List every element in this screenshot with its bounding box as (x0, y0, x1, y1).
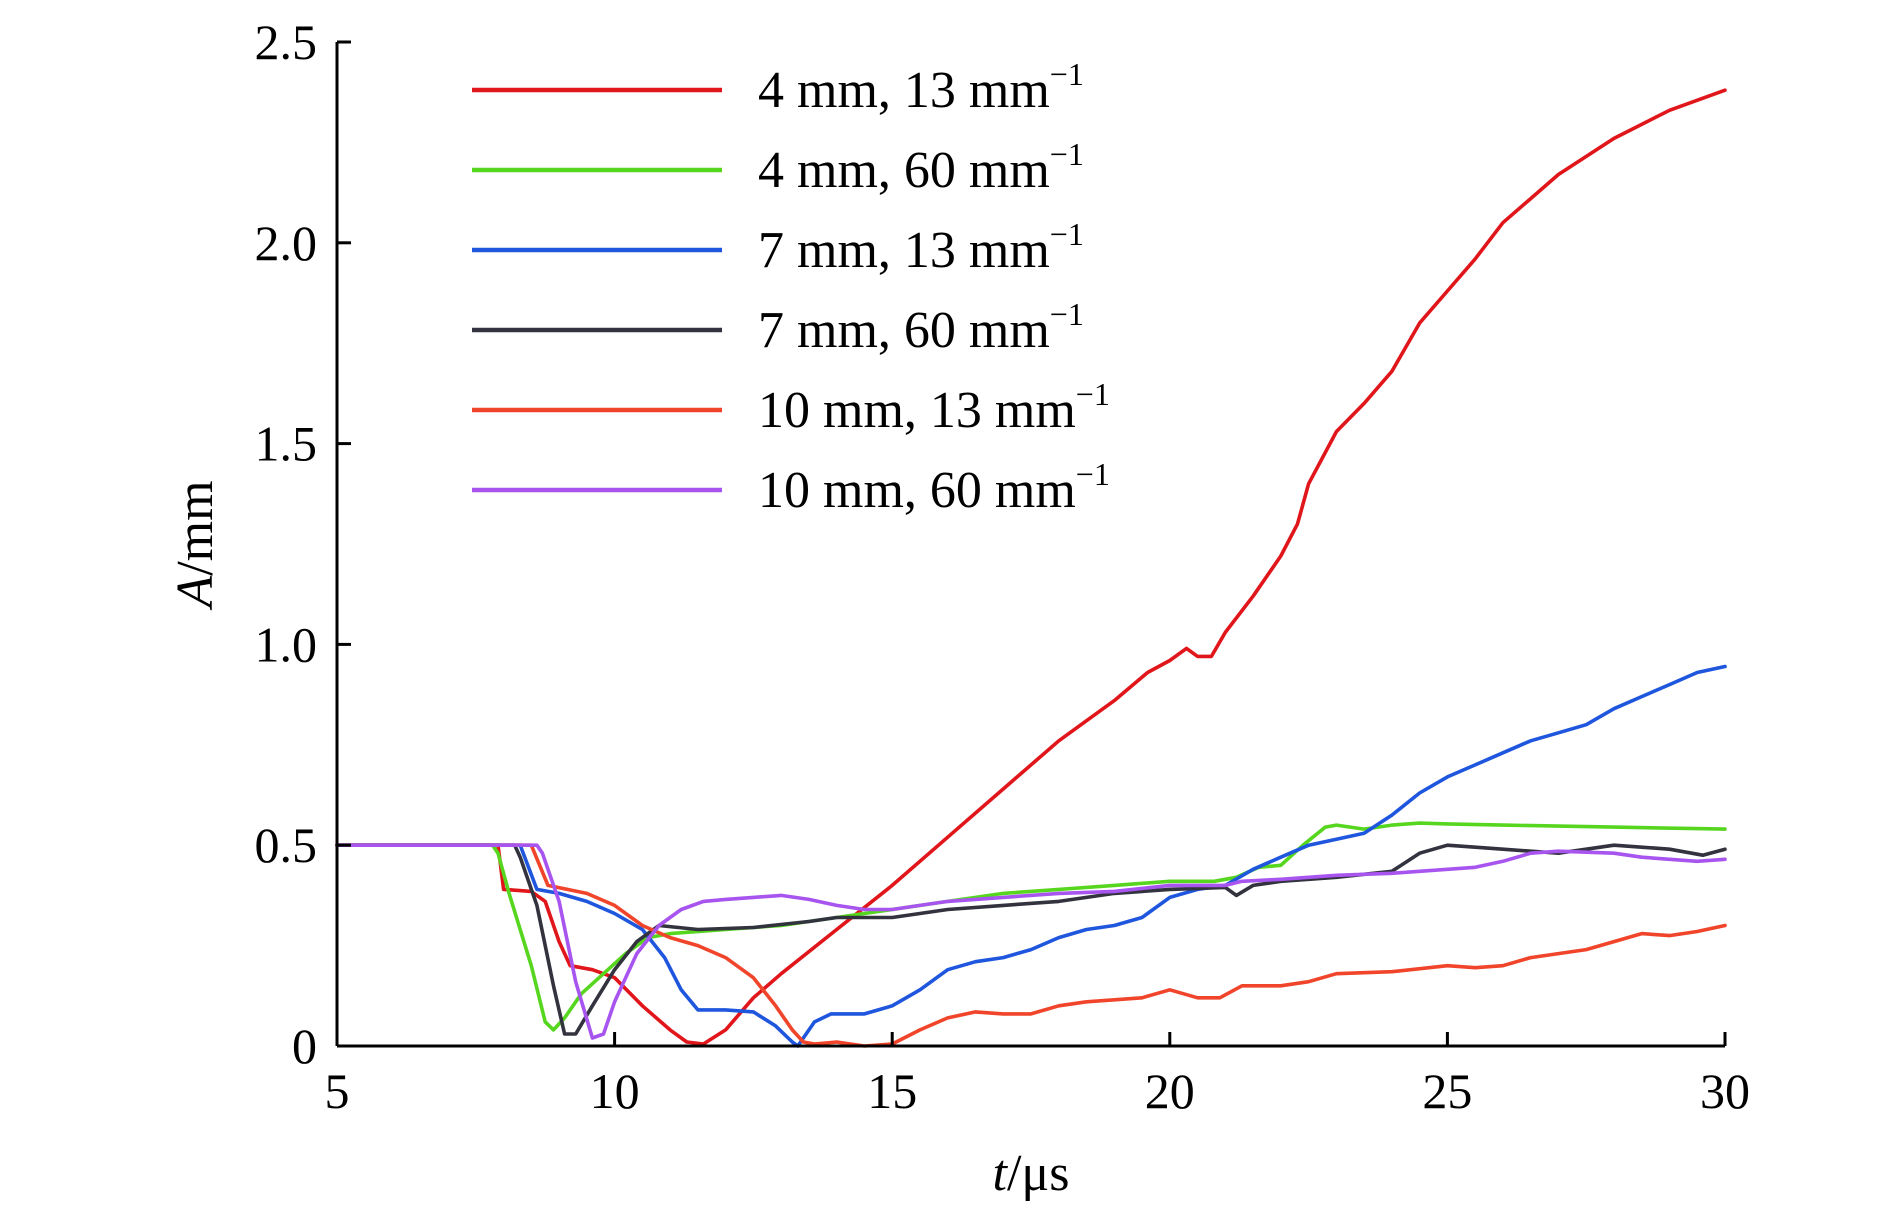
x-tick-label: 10 (590, 1063, 640, 1119)
legend-label: 10 mm, 60 mm−1 (758, 456, 1110, 519)
series-line (335, 843, 1727, 1048)
legend-label: 10 mm, 13 mm−1 (758, 376, 1110, 439)
y-tick-label: 2.5 (255, 14, 318, 70)
series-line (335, 88, 1727, 1046)
legend-label: 7 mm, 60 mm−1 (758, 296, 1084, 359)
y-tick-label: 1.5 (255, 416, 318, 472)
x-tick-label: 15 (867, 1063, 917, 1119)
x-axis-label: t/μs (992, 1145, 1069, 1202)
y-ticks: 0 0.5 1.0 1.5 2.0 2.5 (255, 14, 351, 1074)
y-axis-label: A/mm (167, 480, 224, 610)
y-tick-label: 1.0 (255, 616, 318, 672)
y-tick-label: 0 (292, 1018, 317, 1074)
series-line (335, 821, 1727, 1032)
series-line (335, 843, 1727, 1036)
legend-label: 7 mm, 13 mm−1 (758, 216, 1084, 279)
x-tick-label: 25 (1422, 1063, 1472, 1119)
legend: 4 mm, 13 mm−1 4 mm, 60 mm−1 7 mm, 13 mm−1 7… (472, 56, 1110, 519)
legend-label: 4 mm, 60 mm−1 (758, 136, 1084, 199)
x-ticks: 5 10 15 20 25 30 (325, 1032, 1750, 1119)
axes (335, 42, 1725, 1048)
x-tick-label: 5 (325, 1063, 350, 1119)
series-group (335, 88, 1727, 1048)
x-tick-label: 20 (1145, 1063, 1195, 1119)
series-line (335, 843, 1727, 1040)
legend-label: 4 mm, 13 mm−1 (758, 56, 1084, 119)
y-tick-label: 0.5 (255, 817, 318, 873)
y-tick-label: 2.0 (255, 215, 318, 271)
x-tick-label: 30 (1700, 1063, 1750, 1119)
series-line (335, 664, 1727, 1048)
